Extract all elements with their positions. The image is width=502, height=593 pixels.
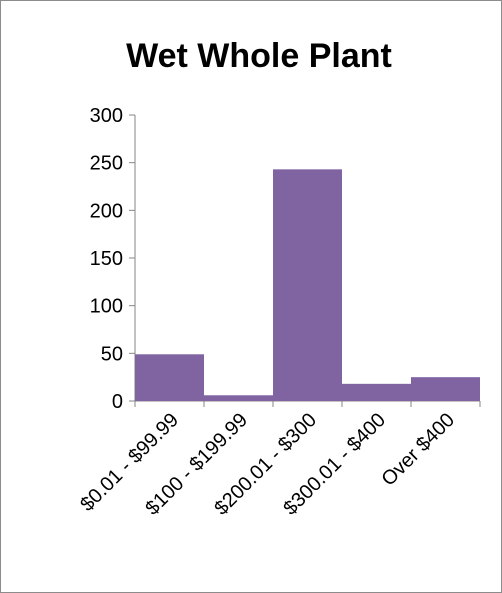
y-tick-label: 100 <box>90 296 123 318</box>
bar-5 <box>411 377 480 401</box>
x-tick-label: Over $400 <box>377 409 459 491</box>
bar-1 <box>135 354 204 401</box>
bar-series <box>135 169 480 401</box>
chart-title: Wet Whole Plant <box>126 37 392 75</box>
x-axis: $0.01 - $99.99$100 - $199.99$200.01 - $3… <box>76 400 481 520</box>
y-tick-label: 50 <box>101 343 123 365</box>
y-tick-label: 150 <box>90 248 123 270</box>
y-axis: 0 50 100 150 200 250 300 <box>90 105 136 413</box>
y-tick-label: 200 <box>90 200 123 222</box>
bar-4 <box>342 383 411 401</box>
y-tick-label: 300 <box>90 105 123 127</box>
bar-2 <box>204 395 273 401</box>
y-tick-label: 250 <box>90 153 123 175</box>
bar-3 <box>273 169 342 401</box>
y-tick-label: 0 <box>112 391 123 413</box>
